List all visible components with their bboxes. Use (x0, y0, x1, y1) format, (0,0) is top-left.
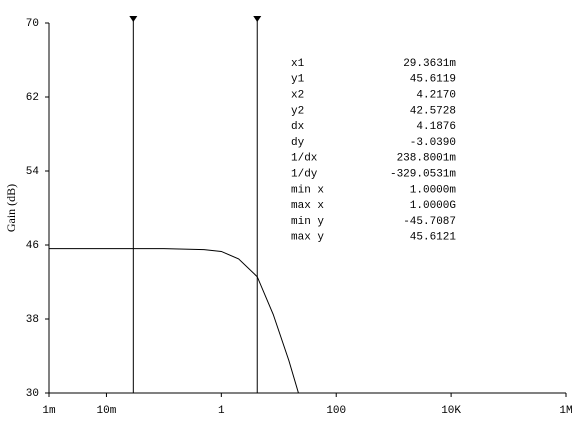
y-tick-label: 54 (26, 166, 40, 178)
y-tick-label: 46 (26, 240, 39, 252)
readout-name: dy (291, 137, 305, 149)
readout-name: max y (291, 232, 324, 244)
readout-value: -45.7087 (403, 216, 456, 228)
x-tick-label: 1M (559, 405, 572, 417)
x-tick-label: 100 (326, 405, 346, 417)
y-tick-label: 70 (26, 18, 39, 30)
x-tick-label: 1 (218, 405, 225, 417)
cursor-marker (253, 16, 262, 22)
y-tick-label: 38 (26, 314, 39, 326)
readout-name: max x (291, 200, 324, 212)
y-tick-label: 30 (26, 388, 39, 400)
y-axis-label: Gain (dB) (4, 184, 18, 232)
readout-value: -3.0390 (410, 137, 456, 149)
readout-value: 45.6119 (410, 74, 456, 86)
readout-name: y2 (291, 105, 304, 117)
readout-value: 238.8001m (397, 153, 457, 165)
readout-name: min x (291, 184, 324, 196)
readout-value: -329.0531m (390, 169, 456, 181)
readout-value: 45.6121 (410, 232, 457, 244)
readout-name: y1 (291, 74, 305, 86)
cursor-marker (129, 16, 138, 22)
x-tick-label: 10m (97, 405, 117, 417)
readout-value: 4.2170 (416, 90, 456, 102)
readout-value: 29.3631m (403, 58, 456, 70)
gain-curve (49, 248, 299, 394)
readout-name: x1 (291, 58, 305, 70)
readout-name: min y (291, 216, 324, 228)
readout-name: x2 (291, 90, 304, 102)
readout-value: 42.5728 (410, 105, 456, 117)
readout-name: dx (291, 121, 305, 133)
readout-value: 1.0000G (410, 200, 456, 212)
x-tick-label: 1m (42, 405, 56, 417)
readout-value: 4.1876 (416, 121, 456, 133)
readout-value: 1.0000m (410, 184, 457, 196)
y-tick-label: 62 (26, 92, 39, 104)
readout-name: 1/dx (291, 153, 318, 165)
readout-name: 1/dy (291, 169, 318, 181)
x-tick-label: 10K (441, 405, 461, 417)
